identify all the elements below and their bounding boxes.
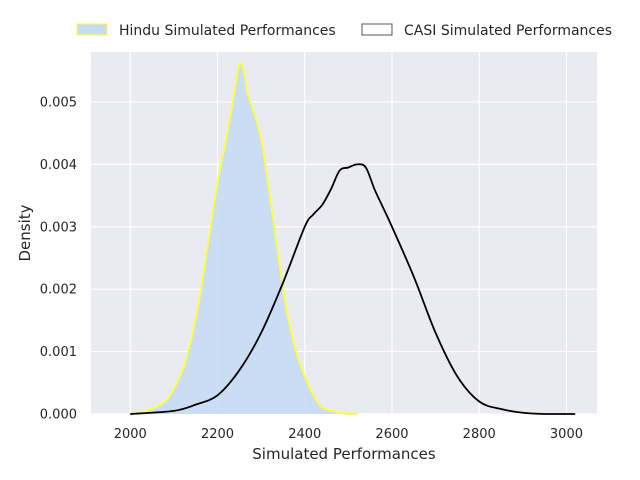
x-tick-labels: 2000 2200 2400 2600 2800 3000: [114, 427, 583, 442]
series-layer: [130, 62, 576, 415]
x-tick-label: 2000: [114, 427, 147, 442]
y-tick-label: 0.000: [40, 408, 77, 423]
x-tick-label: 2200: [201, 427, 234, 442]
series-line-0: [130, 62, 358, 415]
x-tick-label: 3000: [550, 427, 583, 442]
y-tick-label: 0.005: [40, 95, 77, 110]
y-tick-label: 0.001: [40, 345, 77, 360]
y-tick-label: 0.003: [40, 220, 77, 235]
x-tick-label: 2800: [463, 427, 496, 442]
plot-background: [91, 52, 597, 414]
legend-swatch-hindu: [76, 23, 108, 36]
legend-swatch-casi: [361, 23, 393, 36]
legend-label-hindu: Hindu Simulated Performances: [119, 23, 336, 39]
series-line-1: [130, 163, 576, 415]
y-tick-label: 0.004: [40, 158, 77, 173]
x-tick-label: 2600: [375, 427, 408, 442]
series-area-0: [130, 63, 358, 414]
x-axis-label: Simulated Performances: [252, 445, 436, 463]
x-tick-label: 2400: [288, 427, 321, 442]
y-tick-labels: 0.000 0.001 0.002 0.003 0.004 0.005: [40, 95, 77, 422]
y-axis-label: Density: [16, 204, 34, 261]
y-tick-label: 0.002: [40, 283, 77, 298]
legend: Hindu Simulated Performances CASI Simula…: [76, 23, 612, 39]
legend-label-casi: CASI Simulated Performances: [404, 23, 612, 39]
